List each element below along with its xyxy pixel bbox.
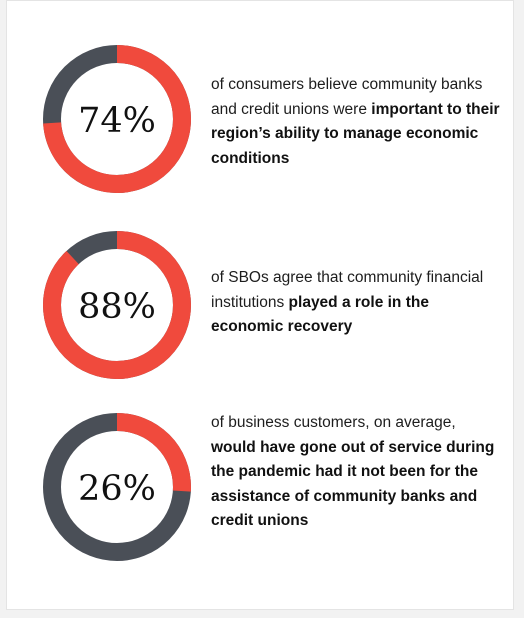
stat-text-lead: of business customers, on average, bbox=[211, 414, 456, 431]
stat-text-lead: of SBOs agree that community financial i… bbox=[211, 269, 484, 311]
donut-value-arc bbox=[43, 45, 191, 193]
stat-text-emphasis: played a role in the economic recovery bbox=[211, 293, 429, 336]
donut-chart-26: 26% bbox=[43, 413, 191, 561]
stat-text-emphasis: important to their region’s ability to m… bbox=[211, 100, 500, 167]
stats-card: 74% of consumers believe community banks… bbox=[6, 0, 514, 610]
stat-description: of consumers believe community banks and… bbox=[211, 73, 501, 171]
donut-svg: 26% bbox=[43, 413, 191, 561]
donut-percent-label: 88% bbox=[78, 287, 156, 327]
donut-chart-88: 88% bbox=[43, 231, 191, 379]
donut-value-arc bbox=[43, 231, 191, 379]
donut-value-arc bbox=[43, 413, 191, 561]
donut-chart-74: 74% bbox=[43, 45, 191, 193]
stat-text-lead: of consumers believe community banks and… bbox=[211, 76, 483, 118]
stat-text-emphasis: would have gone out of service during th… bbox=[211, 438, 495, 530]
donut-percent-label: 74% bbox=[78, 101, 156, 141]
donut-percent-label: 26% bbox=[78, 469, 156, 509]
donut-svg: 74% bbox=[43, 45, 191, 193]
donut-svg: 88% bbox=[43, 231, 191, 379]
stat-description: of SBOs agree that community financial i… bbox=[211, 266, 501, 340]
stat-description: of business customers, on average, would… bbox=[211, 411, 501, 534]
